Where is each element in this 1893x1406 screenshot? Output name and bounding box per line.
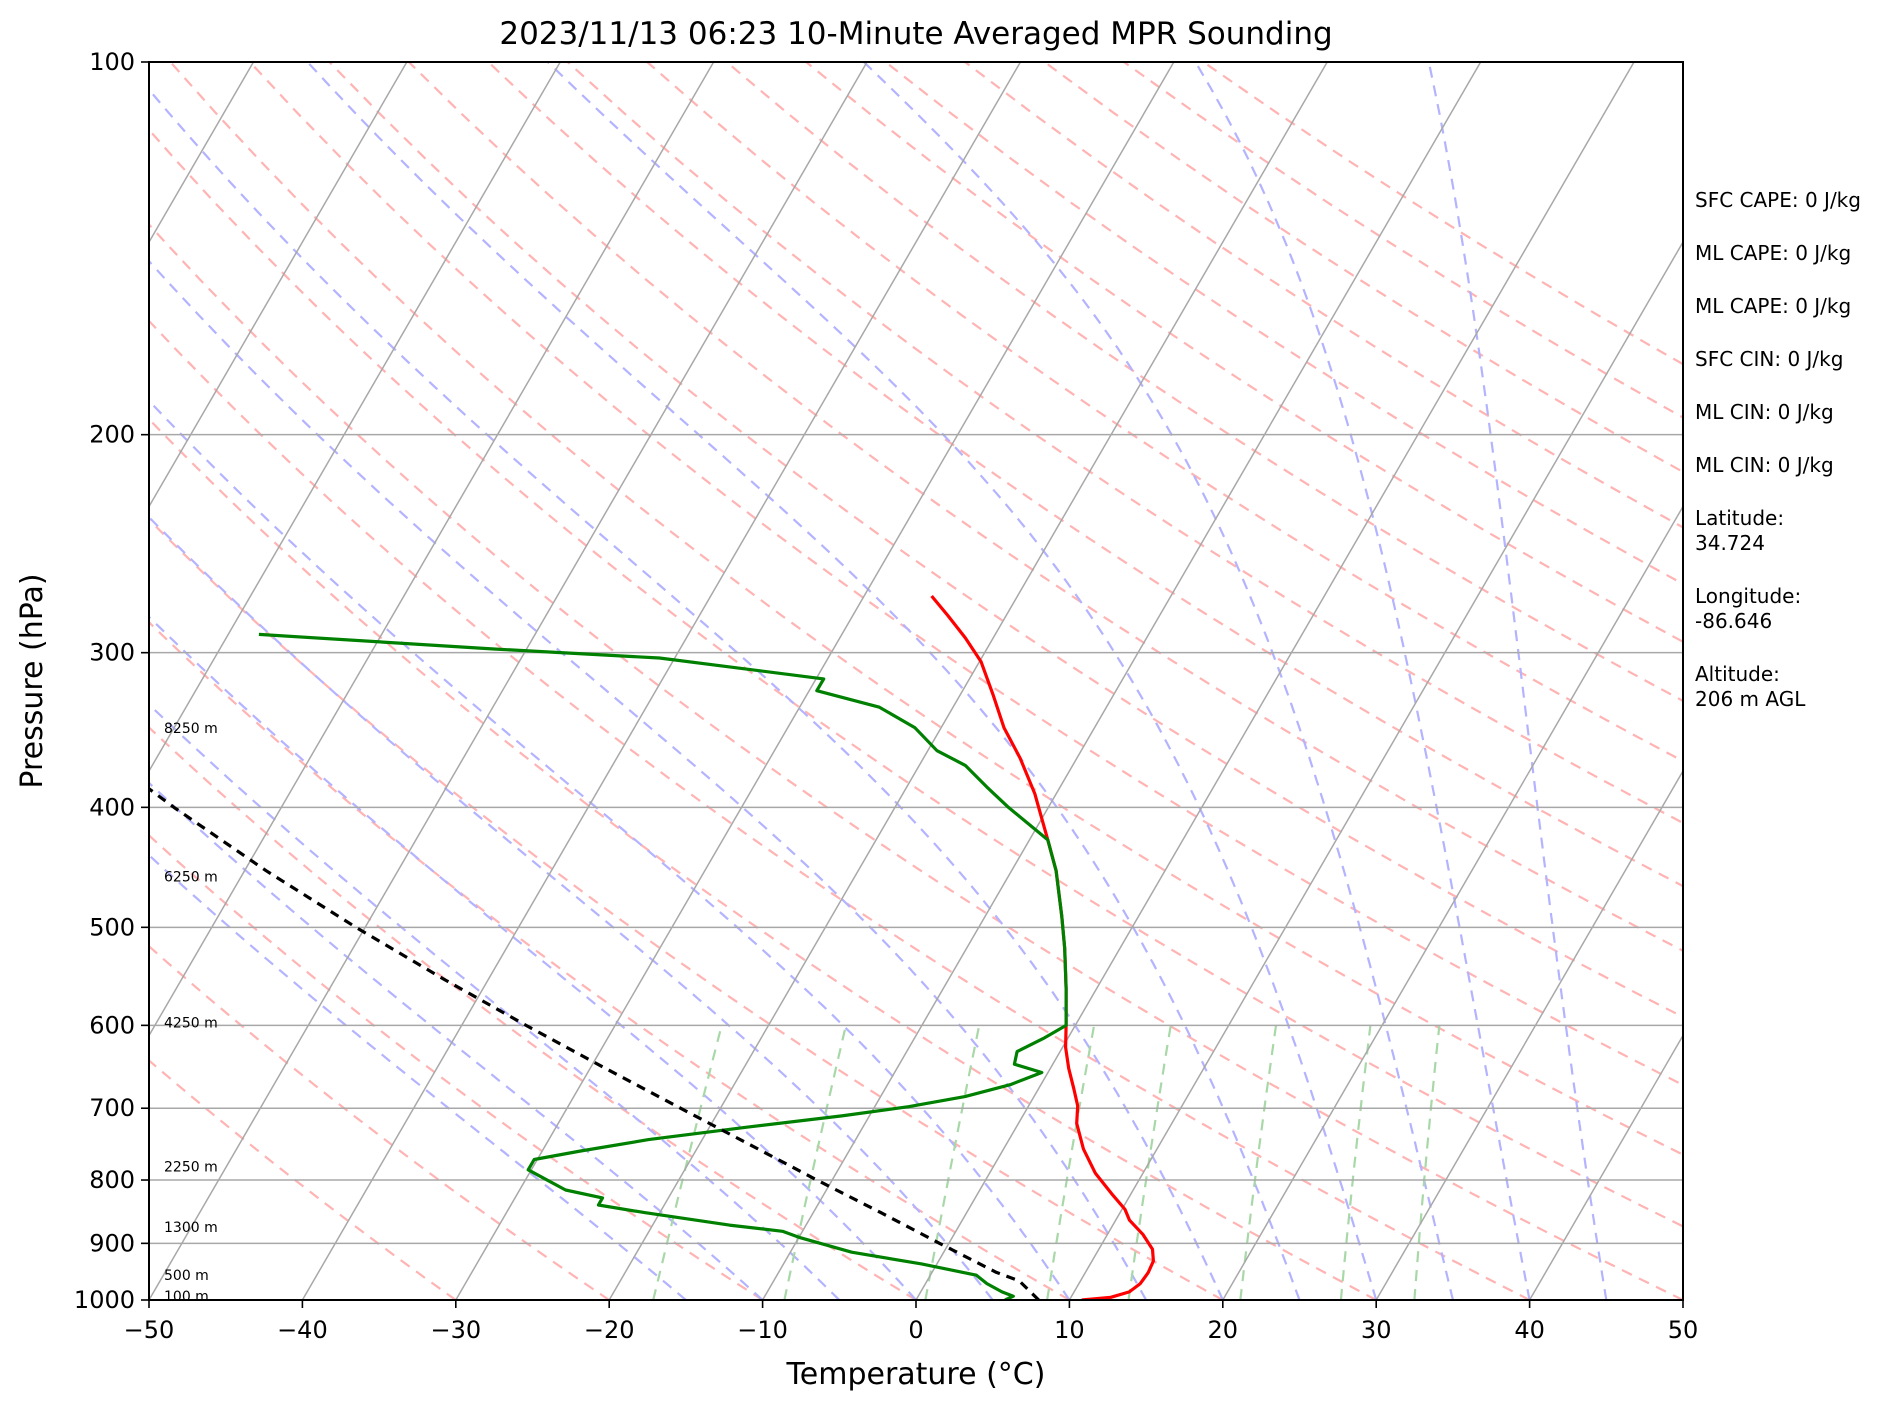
sounding-traces [149, 594, 1156, 1300]
dry-adiabat-line [149, 944, 610, 1300]
x-tick-label: −50 [124, 1316, 175, 1344]
y-axis-label: Pressure (hPa) [15, 573, 50, 788]
height-label: 8250 m [164, 721, 218, 737]
dry-adiabat-line [149, 222, 1683, 1300]
isotherm-line [149, 62, 715, 1038]
sfc-cin-text: SFC CIN: 0 J/kg [1695, 347, 1844, 371]
latitude-label: Latitude: [1695, 506, 1785, 530]
isotherm-line [301, 62, 1022, 1300]
x-tick-label: 10 [1054, 1316, 1085, 1344]
dry-adiabat-line [149, 319, 1531, 1300]
moist-adiabat-line [1194, 62, 1531, 1300]
height-label: 4250 m [164, 1016, 218, 1032]
moist-adiabat-line [863, 62, 1454, 1300]
dry-adiabat-line [408, 62, 1683, 952]
moist-adiabat-line [149, 88, 1224, 1300]
altitude-block: Altitude: 206 m AGL [1695, 662, 1885, 712]
altitude-label: Altitude: [1695, 662, 1780, 686]
x-tick-label: 30 [1361, 1316, 1392, 1344]
isotherm-line [608, 62, 1328, 1300]
dry-adiabat-line [566, 62, 1683, 825]
y-tick-label: 100 [89, 48, 135, 76]
y-tick-label: 400 [89, 793, 135, 821]
info-panel: SFC CAPE: 0 J/kg ML CAPE: 0 J/kg ML CAPE… [1695, 188, 1885, 740]
height-label: 500 m [164, 1268, 209, 1284]
temperature-line [930, 594, 1156, 1300]
isotherm-line [455, 62, 1175, 1300]
longitude-block: Longitude: -86.646 [1695, 584, 1885, 634]
chart-title: 2023/11/13 06:23 10-Minute Averaged MPR … [499, 16, 1332, 52]
ml-cin-text-2: ML CIN: 0 J/kg [1695, 453, 1834, 477]
isotherm-line [149, 62, 408, 509]
dry-adiabat-line [328, 62, 1683, 1019]
moist-adiabat-line [149, 853, 687, 1300]
x-tick-label: 50 [1668, 1316, 1699, 1344]
moist-adiabat-line [1427, 62, 1608, 1300]
x-axis-label: Temperature (°C) [786, 1357, 1046, 1392]
moist-adiabat-line [149, 259, 1148, 1300]
moist-adiabat-line [149, 615, 917, 1300]
dry-adiabat-line [149, 620, 1070, 1300]
dry-adiabat-line [149, 833, 764, 1300]
isotherm-line [149, 62, 561, 773]
isotherm-line [761, 62, 1482, 1300]
isotherm-line [1222, 505, 1683, 1300]
moist-adiabat-line [149, 781, 764, 1300]
isotherm-line [1068, 240, 1683, 1300]
x-tick-label: −20 [584, 1316, 635, 1344]
y-tick-label: 1000 [74, 1286, 135, 1314]
x-tick-label: −40 [277, 1316, 328, 1344]
y-tick-label: 300 [89, 639, 135, 667]
sfc-cape-text: SFC CAPE: 0 J/kg [1695, 188, 1861, 212]
y-tick-label: 600 [89, 1011, 135, 1039]
y-tick-label: 800 [89, 1166, 135, 1194]
isotherm-line [149, 62, 868, 1300]
y-tick-label: 500 [89, 913, 135, 941]
moist-adiabat-line [149, 702, 841, 1300]
height-label: 1300 m [164, 1220, 218, 1236]
ml-cin-text: ML CIN: 0 J/kg [1695, 400, 1834, 424]
height-labels: 8250 m 6250 m 4250 m 2250 m 1300 m 500 m 100 m [164, 721, 218, 1305]
y-tick-label: 700 [89, 1094, 135, 1122]
dry-adiabat-line [149, 128, 1683, 1228]
ml-cape-text-2: ML CAPE: 0 J/kg [1695, 294, 1852, 318]
latitude-value: 34.724 [1695, 531, 1765, 555]
x-tick-label: 20 [1208, 1316, 1239, 1344]
dewpoint-line [258, 632, 1068, 1300]
isotherm-line [1375, 769, 1683, 1300]
latitude-block: Latitude: 34.724 [1695, 506, 1885, 556]
x-tick-label: 40 [1514, 1316, 1545, 1344]
isotherm-line [1528, 1034, 1683, 1300]
moist-adiabat-line [306, 62, 1301, 1300]
dry-adiabat-line [169, 62, 1683, 1156]
y-tick-label: 900 [89, 1229, 135, 1257]
y-tick-label: 200 [89, 421, 135, 449]
background-lines [149, 62, 1683, 1300]
longitude-label: Longitude: [1695, 584, 1802, 608]
height-label: 6250 m [164, 870, 218, 886]
moist-adiabat-line [547, 62, 1378, 1300]
dry-adiabat-line [149, 417, 1377, 1300]
x-tick-label: −30 [430, 1316, 481, 1344]
dry-adiabat-line [149, 518, 1224, 1300]
dry-adiabat-line [805, 62, 1683, 644]
dry-adiabat-line [646, 62, 1683, 763]
ml-cape-text: ML CAPE: 0 J/kg [1695, 241, 1852, 265]
height-label: 2250 m [164, 1159, 218, 1175]
x-tick-label: 0 [908, 1316, 923, 1344]
x-tick-label: −10 [737, 1316, 788, 1344]
longitude-value: -86.646 [1695, 609, 1773, 633]
altitude-value: 206 m AGL [1695, 687, 1806, 711]
height-label: 100 m [164, 1289, 209, 1305]
moist-adiabat-line [149, 399, 1071, 1300]
isotherm-line [915, 62, 1635, 1300]
